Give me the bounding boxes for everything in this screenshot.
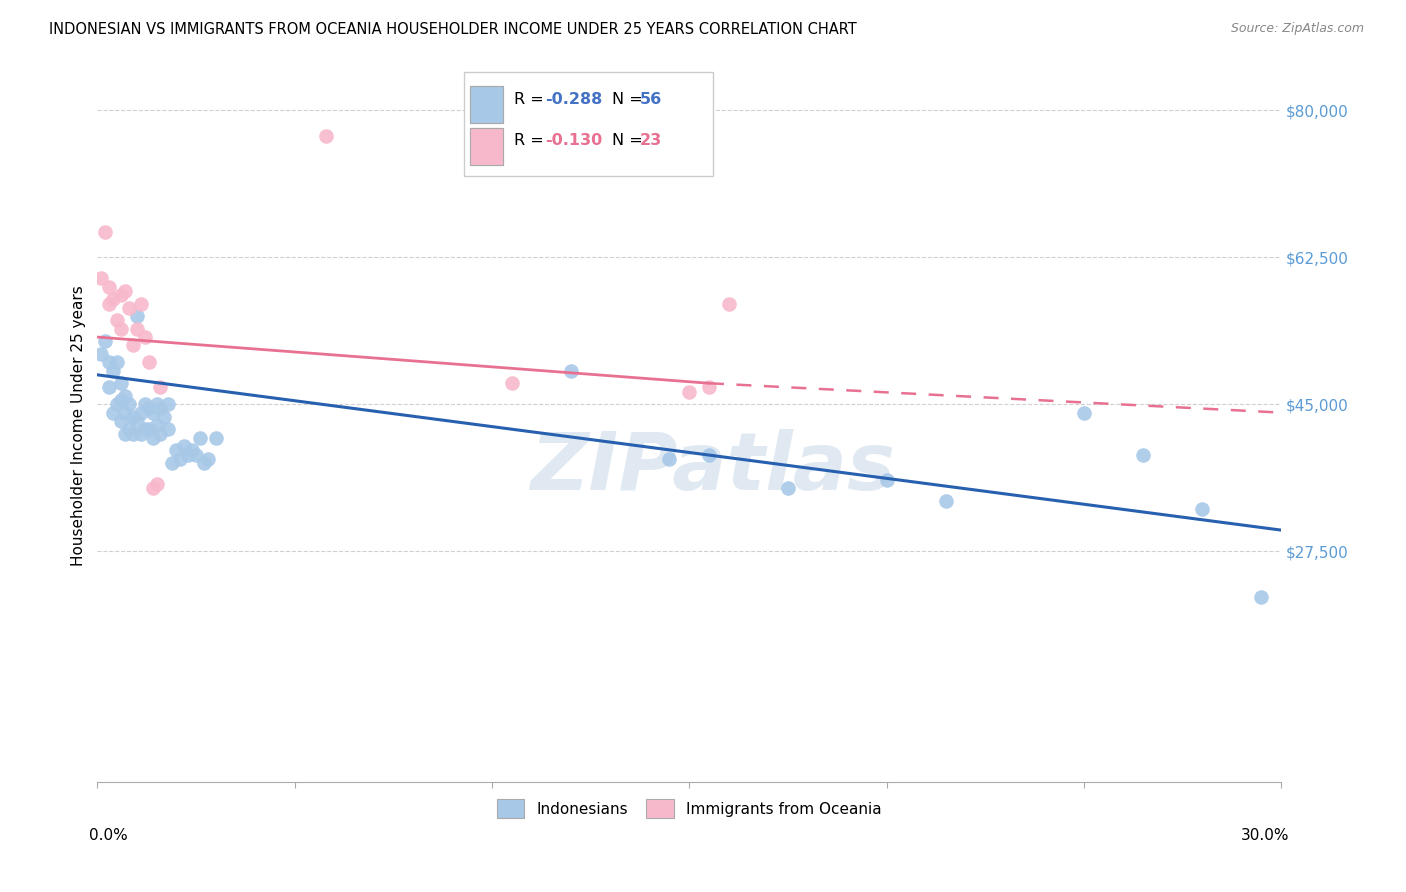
Point (717, 296, 740, 310)
Point (110, 288, 132, 302)
Point (1132, 448, 1154, 462)
Point (101, 293, 124, 307)
Point (935, 493, 957, 508)
Point (138, 401, 160, 416)
Text: R =: R = (515, 133, 548, 148)
Text: 56: 56 (640, 92, 662, 107)
Point (121, 338, 143, 352)
Point (149, 380, 172, 394)
Point (658, 451, 681, 466)
Point (177, 448, 200, 462)
Point (94, 334, 117, 349)
Point (90, 347, 112, 361)
Point (118, 422, 141, 436)
Point (1250, 591, 1272, 605)
Point (1191, 502, 1213, 516)
Point (110, 414, 132, 428)
Text: R =: R = (515, 92, 548, 107)
Point (129, 426, 152, 441)
Point (165, 443, 187, 458)
Point (153, 409, 176, 424)
Y-axis label: Householder Income Under 25 years: Householder Income Under 25 years (72, 285, 86, 566)
Point (142, 431, 165, 445)
Text: -0.130: -0.130 (544, 133, 602, 148)
Text: ZIPatlas: ZIPatlas (530, 429, 896, 507)
Point (110, 392, 132, 407)
Point (121, 409, 143, 424)
FancyBboxPatch shape (470, 87, 503, 123)
Point (315, 128, 337, 143)
Point (129, 406, 152, 420)
Point (678, 384, 700, 399)
Point (134, 330, 156, 344)
Point (105, 355, 128, 369)
Point (142, 406, 165, 420)
Legend: Indonesians, Immigrants from Oceania: Indonesians, Immigrants from Oceania (491, 793, 887, 824)
Point (101, 406, 124, 420)
FancyBboxPatch shape (464, 72, 713, 176)
Point (98, 355, 121, 369)
Point (169, 451, 191, 466)
Point (181, 443, 204, 458)
Point (134, 397, 156, 411)
Point (125, 309, 148, 323)
Point (118, 397, 141, 411)
Point (157, 422, 180, 436)
Point (145, 397, 167, 411)
Text: Source: ZipAtlas.com: Source: ZipAtlas.com (1230, 22, 1364, 36)
Point (560, 364, 582, 378)
Point (697, 380, 720, 394)
Text: 30.0%: 30.0% (1240, 828, 1289, 843)
Point (90, 271, 112, 285)
Point (204, 431, 226, 445)
Point (138, 355, 160, 369)
Text: N =: N = (612, 92, 648, 107)
Point (110, 376, 132, 391)
Point (114, 406, 136, 420)
FancyBboxPatch shape (470, 128, 503, 165)
Text: 0.0%: 0.0% (90, 828, 128, 843)
Point (129, 296, 152, 310)
Point (114, 389, 136, 403)
Point (188, 431, 211, 445)
Point (1073, 406, 1095, 420)
Point (193, 456, 215, 470)
Point (125, 321, 148, 335)
Point (776, 481, 799, 495)
Point (157, 397, 180, 411)
Point (114, 426, 136, 441)
Point (145, 418, 167, 433)
Point (149, 401, 172, 416)
Point (98, 279, 121, 293)
Point (125, 414, 148, 428)
Point (114, 284, 136, 298)
Point (697, 448, 720, 462)
Point (98, 296, 121, 310)
Point (98, 380, 121, 394)
Point (149, 426, 172, 441)
Point (105, 397, 128, 411)
Point (145, 477, 167, 491)
Point (105, 313, 128, 327)
Point (110, 321, 132, 335)
Point (876, 473, 898, 487)
Point (118, 301, 141, 315)
Point (184, 448, 207, 462)
Point (142, 481, 165, 495)
Point (173, 439, 195, 453)
Point (134, 422, 156, 436)
Point (94, 225, 117, 239)
Point (197, 451, 219, 466)
Text: N =: N = (612, 133, 648, 148)
Point (101, 364, 124, 378)
Text: INDONESIAN VS IMMIGRANTS FROM OCEANIA HOUSEHOLDER INCOME UNDER 25 YEARS CORRELAT: INDONESIAN VS IMMIGRANTS FROM OCEANIA HO… (49, 22, 858, 37)
Point (162, 456, 184, 470)
Point (138, 422, 160, 436)
Point (501, 376, 523, 391)
Text: -0.288: -0.288 (544, 92, 602, 107)
Point (121, 426, 143, 441)
Text: 23: 23 (640, 133, 662, 148)
